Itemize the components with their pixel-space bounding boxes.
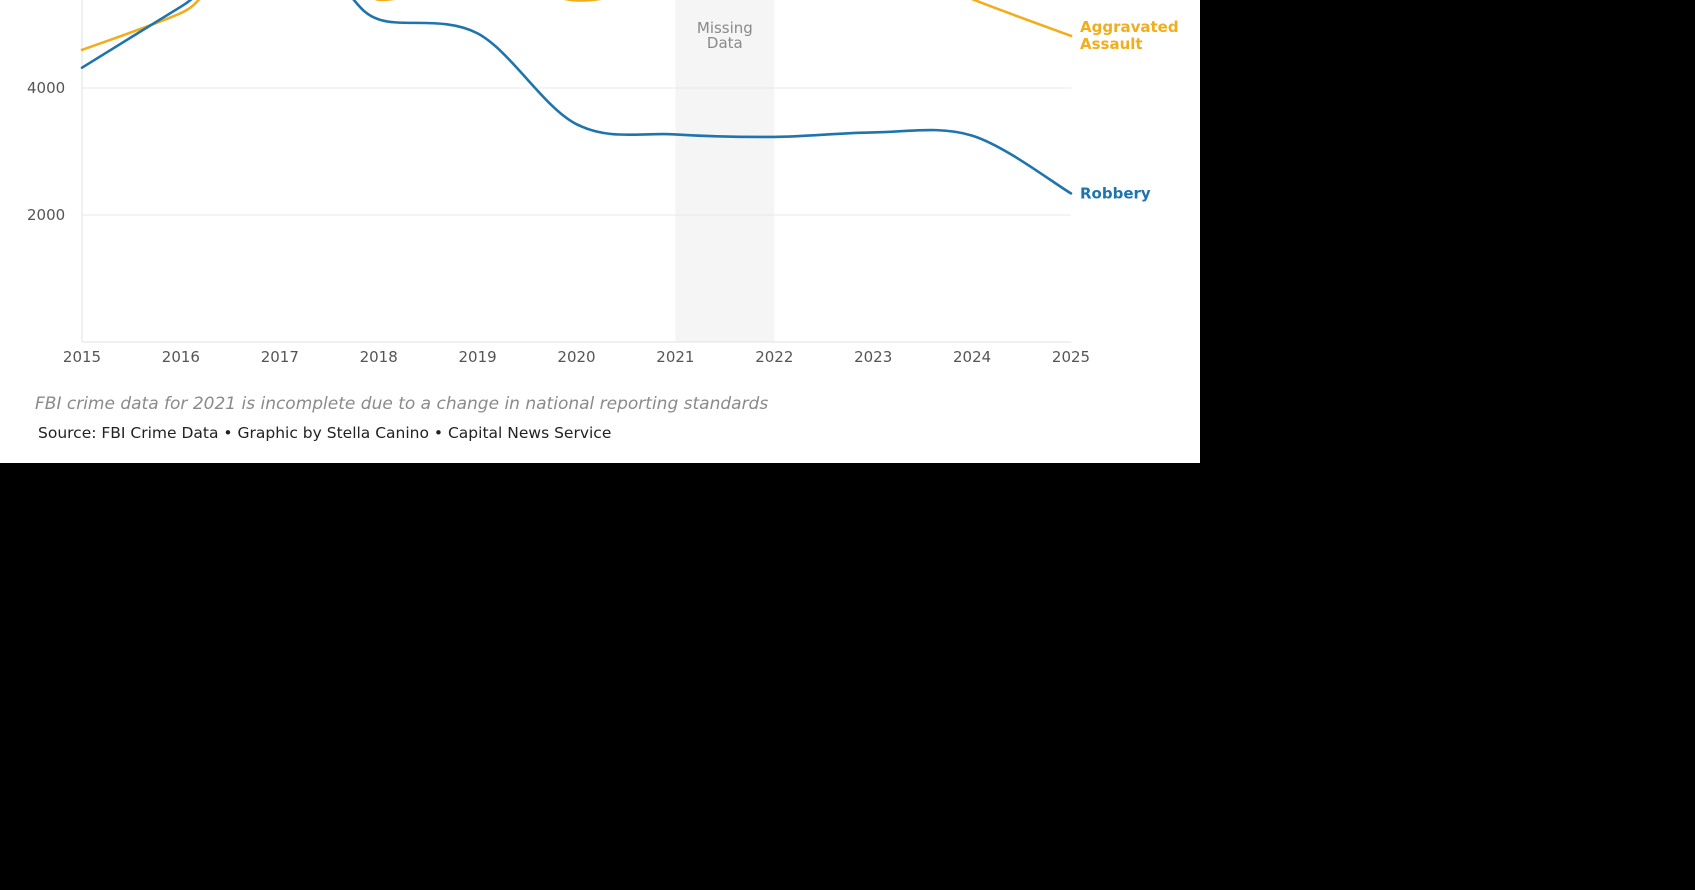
x-tick-label: 2022 [755,348,793,366]
missing-data-label-line2: Data [707,34,743,52]
missing-data-band [675,0,775,342]
x-tick-label: 2018 [360,348,398,366]
series-label-robbery: Robbery [1080,184,1151,202]
x-tick-label: 2016 [162,348,200,366]
series-label-aggravated-assault-line2: Assault [1080,35,1143,53]
x-tick-label: 2015 [63,348,101,366]
x-tick-label: 2024 [953,348,991,366]
axes [81,0,1071,343]
series-line-robbery [80,0,1073,195]
chart-card: 2000 4000 2015 2016 2017 2018 2019 2020 2021 202… [0,0,1200,463]
x-tick-label: 2017 [261,348,299,366]
x-tick-label: 2020 [557,348,595,366]
missing-data-label-line1: Missing [697,19,753,37]
y-axis-tick-labels: 2000 4000 [27,79,65,224]
line-chart: 2000 4000 2015 2016 2017 2018 2019 2020 2021 202… [27,0,1179,366]
y-tick-label: 4000 [27,79,65,97]
series-label-aggravated-assault: Aggravated [1080,18,1179,36]
x-tick-label: 2021 [656,348,694,366]
gridlines [82,87,1071,216]
missing-data-rect [675,0,775,342]
x-tick-label: 2025 [1052,348,1090,366]
source-credit: Source: FBI Crime Data • Graphic by Stel… [38,424,612,442]
x-tick-label: 2023 [854,348,892,366]
x-tick-label: 2019 [459,348,497,366]
footnote: FBI crime data for 2021 is incomplete du… [35,394,769,414]
y-tick-label: 2000 [27,206,65,224]
series-lines [80,0,1073,195]
x-axis-tick-labels: 2015 2016 2017 2018 2019 2020 2021 2022 2023 2024… [63,348,1090,366]
series-line-aggravated-assault [80,0,1073,52]
